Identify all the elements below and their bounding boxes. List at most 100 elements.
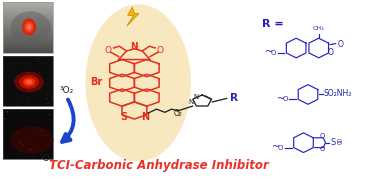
Text: O: O bbox=[328, 48, 333, 57]
Bar bbox=[3, 38, 53, 40]
Ellipse shape bbox=[4, 118, 6, 119]
Ellipse shape bbox=[13, 81, 15, 82]
Ellipse shape bbox=[6, 111, 9, 113]
Bar bbox=[3, 14, 53, 16]
Text: O: O bbox=[278, 145, 284, 151]
Bar bbox=[3, 40, 53, 42]
Bar bbox=[3, 26, 53, 28]
Text: ~: ~ bbox=[265, 47, 273, 57]
Text: ~: ~ bbox=[277, 93, 285, 103]
Text: O: O bbox=[157, 46, 164, 55]
Text: O: O bbox=[282, 96, 288, 102]
Ellipse shape bbox=[48, 103, 49, 104]
Ellipse shape bbox=[31, 156, 33, 157]
Ellipse shape bbox=[11, 126, 54, 154]
Bar bbox=[3, 50, 53, 52]
Ellipse shape bbox=[46, 98, 48, 99]
Bar bbox=[3, 13, 53, 14]
Ellipse shape bbox=[18, 142, 20, 143]
Bar bbox=[3, 48, 53, 50]
Text: O: O bbox=[320, 133, 325, 139]
Ellipse shape bbox=[10, 11, 51, 44]
Ellipse shape bbox=[46, 135, 47, 136]
Text: O: O bbox=[337, 140, 342, 145]
Ellipse shape bbox=[39, 130, 41, 132]
Ellipse shape bbox=[38, 58, 39, 59]
Ellipse shape bbox=[7, 109, 9, 111]
Ellipse shape bbox=[26, 24, 31, 30]
FancyArrowPatch shape bbox=[62, 100, 74, 142]
Polygon shape bbox=[127, 7, 139, 26]
Text: SO₂NH₂: SO₂NH₂ bbox=[324, 89, 352, 98]
Text: ¹O₂: ¹O₂ bbox=[39, 154, 54, 163]
Bar bbox=[3, 33, 53, 35]
Bar bbox=[3, 8, 53, 9]
Bar bbox=[3, 9, 53, 11]
Text: N: N bbox=[194, 94, 199, 100]
Ellipse shape bbox=[16, 126, 17, 127]
Ellipse shape bbox=[33, 151, 34, 152]
Bar bbox=[3, 109, 53, 159]
Text: TCI-Carbonic Anhydrase Inhibitor: TCI-Carbonic Anhydrase Inhibitor bbox=[49, 159, 269, 172]
Ellipse shape bbox=[39, 72, 40, 73]
Text: N: N bbox=[130, 42, 138, 51]
Ellipse shape bbox=[26, 87, 28, 88]
Bar bbox=[3, 6, 53, 8]
Text: ³O₂: ³O₂ bbox=[59, 86, 73, 94]
Text: O: O bbox=[174, 109, 180, 118]
Text: 2: 2 bbox=[177, 112, 181, 117]
Bar bbox=[3, 3, 53, 4]
Bar bbox=[3, 47, 53, 48]
Bar bbox=[3, 30, 53, 31]
Text: R =: R = bbox=[262, 19, 284, 29]
Ellipse shape bbox=[48, 114, 50, 115]
Bar bbox=[3, 55, 53, 106]
Ellipse shape bbox=[14, 72, 44, 92]
Bar bbox=[3, 3, 53, 53]
Ellipse shape bbox=[22, 18, 36, 35]
Text: N: N bbox=[189, 99, 194, 105]
Bar bbox=[3, 28, 53, 30]
Ellipse shape bbox=[29, 149, 31, 150]
Ellipse shape bbox=[18, 153, 20, 154]
Ellipse shape bbox=[27, 101, 29, 102]
Bar bbox=[3, 16, 53, 18]
Ellipse shape bbox=[22, 145, 24, 146]
Bar bbox=[3, 55, 53, 106]
Bar bbox=[3, 19, 53, 21]
Bar bbox=[3, 11, 53, 13]
Bar bbox=[3, 23, 53, 24]
Ellipse shape bbox=[85, 4, 191, 161]
Ellipse shape bbox=[45, 127, 46, 128]
Ellipse shape bbox=[27, 72, 29, 73]
Text: O: O bbox=[337, 141, 342, 146]
Bar bbox=[3, 42, 53, 43]
Text: ~: ~ bbox=[273, 142, 280, 152]
Bar bbox=[3, 21, 53, 23]
Bar bbox=[3, 18, 53, 19]
Bar bbox=[3, 35, 53, 36]
Ellipse shape bbox=[18, 132, 20, 133]
Ellipse shape bbox=[40, 154, 42, 155]
Text: O: O bbox=[338, 40, 343, 49]
Bar bbox=[3, 36, 53, 38]
Bar bbox=[3, 52, 53, 53]
Ellipse shape bbox=[46, 94, 48, 95]
Text: O: O bbox=[271, 50, 276, 56]
Text: S: S bbox=[121, 112, 128, 122]
Text: O: O bbox=[105, 46, 112, 55]
Text: N: N bbox=[141, 112, 149, 122]
Bar bbox=[3, 4, 53, 6]
Ellipse shape bbox=[26, 80, 33, 84]
Bar bbox=[3, 45, 53, 47]
Ellipse shape bbox=[48, 93, 50, 94]
Ellipse shape bbox=[25, 21, 34, 32]
Ellipse shape bbox=[23, 78, 35, 86]
Text: R: R bbox=[230, 93, 238, 103]
Ellipse shape bbox=[19, 75, 39, 89]
Ellipse shape bbox=[7, 67, 9, 68]
Ellipse shape bbox=[10, 134, 11, 135]
Text: CH₃: CH₃ bbox=[313, 26, 325, 31]
Text: Br: Br bbox=[90, 77, 103, 87]
Ellipse shape bbox=[22, 101, 23, 102]
